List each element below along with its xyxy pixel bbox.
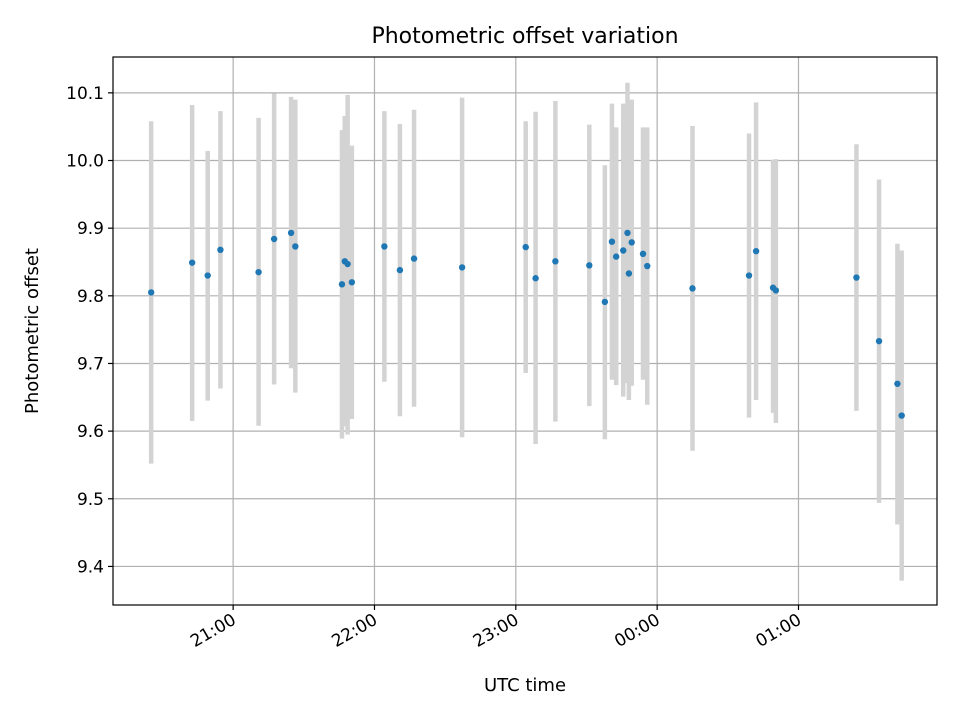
data-point [410, 255, 418, 262]
y-tick-label: 9.6 [77, 422, 104, 442]
data-point [458, 264, 466, 271]
y-tick-label: 10.1 [66, 84, 104, 104]
data-point [147, 289, 155, 296]
data-point [270, 235, 278, 243]
data-point [204, 272, 211, 279]
data-point [620, 247, 627, 254]
plot-frame [112, 56, 938, 606]
y-tick-label: 9.8 [77, 287, 104, 307]
data-point [188, 259, 196, 266]
data-point [586, 262, 593, 269]
data-point [217, 246, 224, 254]
data-point [608, 238, 616, 245]
data-point [894, 380, 901, 387]
y-tick-label: 9.7 [77, 354, 104, 374]
y-tick-label: 9.5 [77, 490, 104, 510]
y-tick-label: 9.4 [77, 557, 104, 577]
data-point [875, 337, 883, 345]
data-point [255, 268, 262, 276]
y-axis-ticks: 9.4 9.5 9.6 9.7 9.8 9.9 10.0 10.1 [66, 84, 113, 577]
data-point [745, 272, 753, 279]
data-point [396, 266, 404, 274]
data-point [287, 229, 295, 237]
data-point [601, 298, 609, 306]
data-point [344, 260, 351, 268]
data-point [689, 285, 696, 292]
data-point [338, 281, 346, 288]
chart-title: Photometric offset variation [371, 24, 678, 49]
data-point [898, 412, 905, 419]
y-tick-label: 10.0 [66, 152, 104, 172]
data-point [292, 243, 299, 250]
data-point [552, 258, 559, 265]
data-point [532, 275, 539, 282]
data-point [644, 262, 651, 270]
data-point [853, 274, 860, 281]
data-point [752, 247, 760, 255]
data-point [624, 229, 631, 237]
data-point [612, 253, 620, 260]
y-tick-label: 9.9 [77, 219, 104, 239]
data-points [147, 229, 905, 419]
data-point [639, 250, 647, 258]
data-point [772, 287, 780, 294]
x-axis-label: UTC time [484, 675, 566, 696]
data-point [348, 279, 356, 286]
data-point [522, 243, 529, 251]
data-point [628, 239, 635, 246]
data-point [381, 243, 388, 250]
data-point [625, 270, 633, 277]
y-axis-label: Photometric offset [22, 248, 43, 414]
